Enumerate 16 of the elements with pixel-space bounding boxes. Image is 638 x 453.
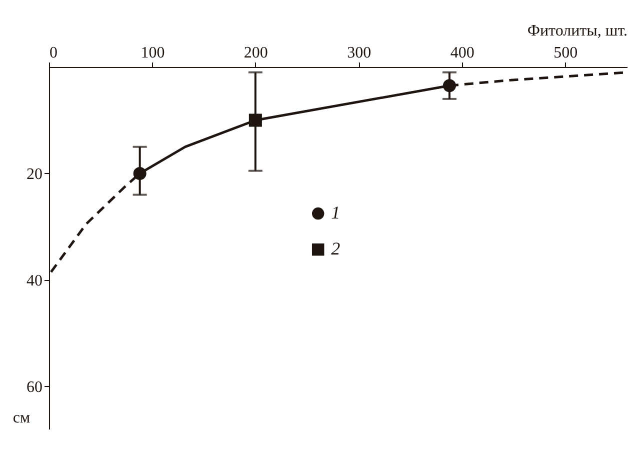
point [133, 166, 146, 180]
point [248, 114, 262, 127]
y-tick-label: 40 [26, 272, 42, 290]
x-tick-label: 300 [347, 44, 372, 62]
x-tick-label: 200 [244, 44, 268, 62]
point [442, 79, 456, 92]
legend-label: 1 [331, 202, 340, 223]
y-axis-title: см [12, 410, 30, 426]
y-tick-label: 60 [26, 378, 42, 396]
x-axis-title: Фитолиты, шт. [527, 22, 628, 40]
legend-label: 2 [331, 238, 340, 259]
y-tick-label: 20 [26, 166, 42, 183]
x-tick-label: 0 [50, 44, 58, 62]
x-tick-label: 500 [554, 44, 578, 62]
x-tick-label: 100 [140, 44, 165, 62]
x-tick-label: 400 [450, 44, 474, 62]
